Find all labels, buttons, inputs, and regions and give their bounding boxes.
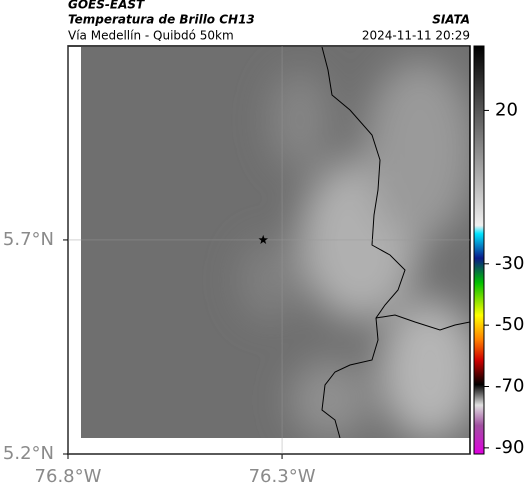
source: SIATA [432,13,470,27]
subtitle: Vía Medellín - Quibdó 50km [68,29,234,43]
location-marker [258,234,268,244]
colorbar [473,45,485,455]
y-tick-label: 5.7°N [3,229,54,250]
colorbar-tick-label: -90 [495,437,524,458]
colorbar-tick-label: 20 [495,99,518,120]
satellite-image [81,47,470,438]
y-tick-label: 5.2°N [3,443,54,464]
datetime: 2024-11-11 20:29 [362,29,470,43]
x-tick-label: 76.8°W [35,466,102,487]
colorbar-tick-label: -70 [495,376,524,397]
colorbar-tick-label: -30 [495,253,524,274]
colorbar-tick-label: -50 [495,314,524,335]
title: Temperatura de Brillo CH13 [68,13,255,27]
x-tick-label: 76.3°W [249,466,316,487]
satellite: GOES-EAST [68,0,145,12]
